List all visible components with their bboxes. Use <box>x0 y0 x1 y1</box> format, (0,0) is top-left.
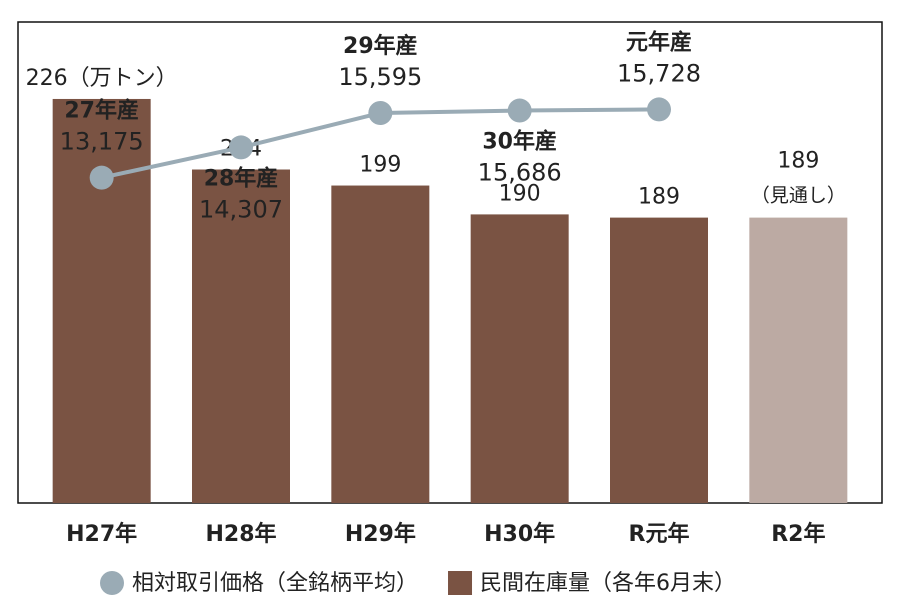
bar <box>610 217 708 503</box>
bar <box>331 185 430 504</box>
line-marker <box>507 98 532 123</box>
point-value-label: 15,728 <box>617 59 701 87</box>
x-tick-label: H28年 <box>205 521 276 547</box>
line-marker <box>368 100 393 125</box>
x-tick-label: H30年 <box>484 521 555 547</box>
bar <box>192 169 290 504</box>
point-value-label: 15,686 <box>478 159 562 187</box>
legend-marker <box>100 571 124 595</box>
point-name-label: 29年産 <box>343 33 418 59</box>
bar-value-label: 226（万トン） <box>26 66 178 91</box>
x-tick-label: H27年 <box>66 521 137 547</box>
bar-value-label: 199 <box>359 153 401 178</box>
bar <box>749 217 848 503</box>
bar-value-label: 190 <box>499 181 541 206</box>
line-marker <box>229 135 253 160</box>
point-name-label: 28年産 <box>204 165 279 191</box>
point-value-label: 15,595 <box>338 63 422 91</box>
line-marker <box>647 97 671 122</box>
bar <box>470 214 569 503</box>
line-marker <box>89 165 114 190</box>
x-tick-label: R2年 <box>771 521 825 547</box>
legend-label: 民間在庫量（各年6月末） <box>480 571 736 596</box>
legend-marker <box>448 571 473 595</box>
bar <box>52 98 151 504</box>
point-value-label: 13,175 <box>60 128 144 156</box>
bar-value-label: 189 （見通し） <box>751 149 846 207</box>
bar-value-label: 189 <box>638 185 680 210</box>
legend-label: 相対取引価格（全銘柄平均） <box>132 571 418 596</box>
point-name-label: 元年産 <box>626 29 692 55</box>
x-tick-label: H29年 <box>345 521 416 547</box>
label-line: 189 <box>777 149 819 174</box>
point-value-label: 14,307 <box>199 195 283 223</box>
plot-frame <box>17 21 883 504</box>
point-name-label: 30年産 <box>482 129 557 155</box>
label-line: （見通し） <box>751 184 846 206</box>
point-name-label: 27年産 <box>64 98 139 124</box>
x-tick-label: R元年 <box>629 521 690 547</box>
